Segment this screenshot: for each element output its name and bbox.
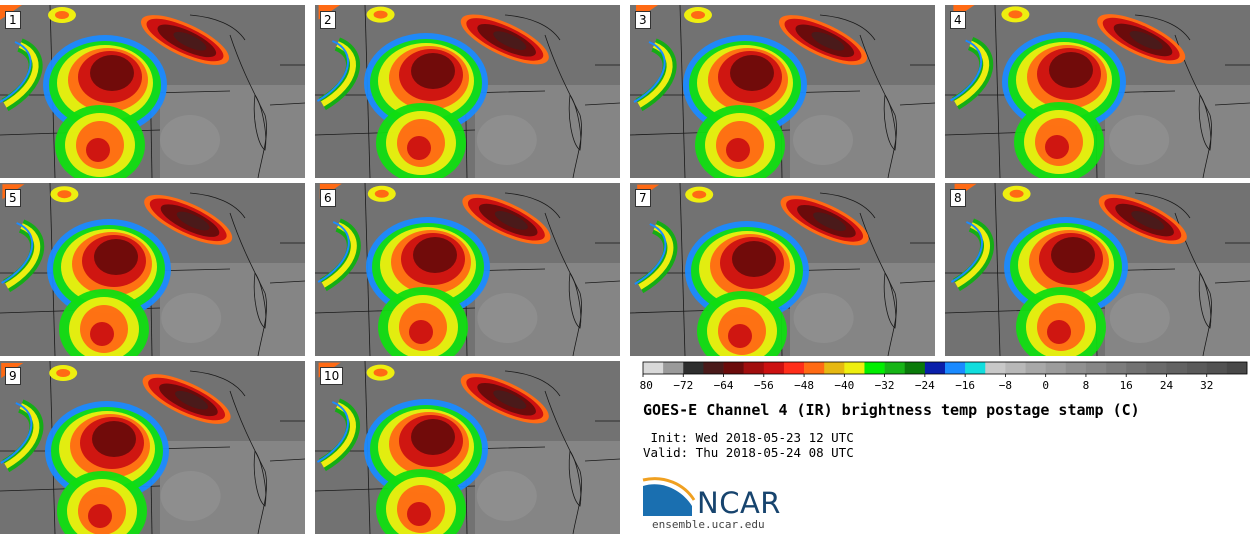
colorbar-swatch (703, 362, 724, 374)
colorbar-swatch (1126, 362, 1147, 374)
stamp-panel-8: 8 (945, 183, 1250, 356)
colorbar-tick-label: −80 (640, 379, 653, 392)
stamp-panel-5: 5 (0, 183, 305, 356)
colorbar-swatch (1005, 362, 1026, 374)
stamp-panel-9: 9 (0, 361, 305, 534)
colorbar-swatch (945, 362, 966, 374)
init-time: Init: Wed 2018-05-23 12 UTC (643, 430, 854, 445)
colorbar-swatch (783, 362, 805, 374)
valid-time: Valid: Thu 2018-05-24 08 UTC (643, 445, 854, 460)
colorbar-swatch (924, 362, 946, 374)
panel-label: 7 (635, 189, 651, 207)
ir-map (945, 5, 1250, 178)
ir-map (945, 183, 1250, 356)
colorbar-tick-label: −8 (999, 379, 1012, 392)
stamp-panel-7: 7 (630, 183, 935, 356)
colorbar-swatch (985, 362, 1006, 374)
colorbar-tick-label: −40 (834, 379, 854, 392)
colorbar-swatch (824, 362, 845, 374)
ir-map (315, 361, 620, 534)
colorbar-swatch (1206, 362, 1228, 374)
stamp-panel-10: 10 (315, 361, 620, 534)
panel-label: 1 (5, 11, 21, 29)
colorbar-swatch (763, 362, 785, 374)
colorbar-tick-label: 0 (1042, 379, 1049, 392)
colorbar-swatch (663, 362, 684, 374)
colorbar-swatch (1065, 362, 1087, 374)
colorbar-swatch (1106, 362, 1127, 374)
ir-map (0, 5, 305, 178)
colorbar-tick-label: 24 (1160, 379, 1174, 392)
colorbar-swatch (1226, 362, 1248, 374)
ir-map (315, 183, 620, 356)
stamp-panel-2: 2 (315, 5, 620, 178)
colorbar-swatch (1025, 362, 1046, 374)
colorbar-swatch (1166, 362, 1187, 374)
colorbar-tick-label: 32 (1200, 379, 1213, 392)
colorbar-swatch (1085, 362, 1107, 374)
stamp-panel-6: 6 (315, 183, 620, 356)
colorbar-tick-label: 16 (1120, 379, 1133, 392)
colorbar-swatch (643, 362, 664, 374)
stamp-panel-3: 3 (630, 5, 935, 178)
panel-label: 8 (950, 189, 966, 207)
colorbar-swatch (804, 362, 825, 374)
stamp-panel-1: 1 (0, 5, 305, 178)
colorbar-tick-label: −32 (875, 379, 895, 392)
colorbar-swatch (723, 362, 744, 374)
colorbar-tick-label: −72 (673, 379, 693, 392)
colorbar-swatch (904, 362, 926, 374)
colorbar-tick-label: −48 (794, 379, 814, 392)
ir-map (0, 361, 305, 534)
colorbar-swatch (683, 362, 704, 374)
colorbar-swatch (1146, 362, 1167, 374)
colorbar-swatch (965, 362, 986, 374)
panel-label: 9 (5, 367, 21, 385)
ir-map (0, 183, 305, 356)
ir-map (630, 5, 935, 178)
logo-url: ensemble.ucar.edu (652, 518, 765, 531)
colorbar-swatch (743, 362, 765, 374)
panel-label: 5 (5, 189, 21, 207)
colorbar-swatch (864, 362, 885, 374)
colorbar-swatch (884, 362, 906, 374)
colorbar-swatch (1186, 362, 1208, 374)
ir-map (315, 5, 620, 178)
colorbar-tick-label: −56 (754, 379, 774, 392)
ncar-logo-icon (642, 477, 696, 516)
colorbar-tick-label: 8 (1083, 379, 1090, 392)
colorbar-swatch (844, 362, 865, 374)
panel-label: 10 (320, 367, 344, 385)
ir-map (630, 183, 935, 356)
logo-brand: NCAR (697, 486, 781, 520)
panel-label: 4 (950, 11, 966, 29)
colorbar-tick-label: −64 (714, 379, 734, 392)
colorbar-tick-label: −24 (915, 379, 935, 392)
colorbar-tick-label: −16 (955, 379, 975, 392)
panel-label: 2 (320, 11, 336, 29)
panel-label: 6 (320, 189, 336, 207)
figure-title: GOES-E Channel 4 (IR) brightness temp po… (643, 401, 1140, 419)
stamp-panel-4: 4 (945, 5, 1250, 178)
panel-label: 3 (635, 11, 651, 29)
colorbar-swatch (1045, 362, 1067, 374)
